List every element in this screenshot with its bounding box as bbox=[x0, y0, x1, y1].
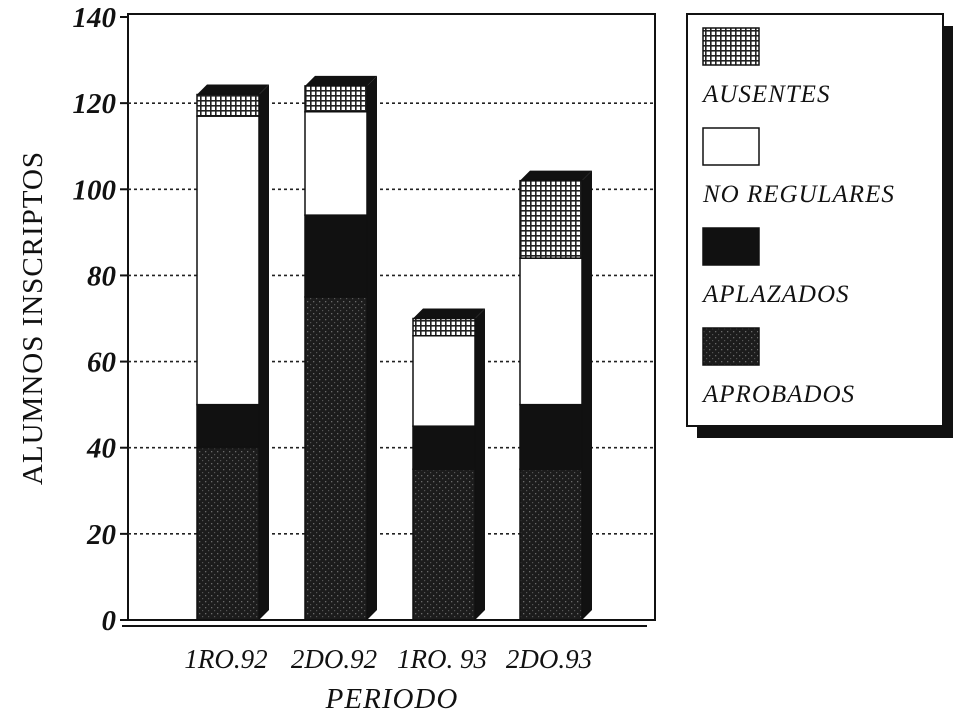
bar-segment-ausentes bbox=[197, 95, 259, 117]
y-tick-label: 80 bbox=[87, 260, 116, 292]
bar-top bbox=[305, 76, 377, 86]
x-tick-label: 1RO.92 bbox=[184, 644, 267, 674]
bar-segment-aplazados bbox=[197, 405, 259, 448]
bar-top bbox=[520, 171, 592, 181]
y-axis-title: ALUMNOS INSCRIPTOS bbox=[17, 151, 49, 485]
x-tick-label: 2DO.93 bbox=[506, 644, 592, 674]
legend-label: APROBADOS bbox=[701, 381, 855, 408]
bar-segment-aplazados bbox=[520, 405, 582, 470]
legend-swatch bbox=[703, 28, 759, 65]
bar-side bbox=[582, 171, 592, 620]
x-axis: 1RO.92 2DO.92 1RO. 93 2DO.93 bbox=[122, 620, 655, 674]
bar-segment-aplazados bbox=[305, 215, 367, 297]
bar-segment-no-regulares bbox=[305, 112, 367, 215]
bar-segment-ausentes bbox=[305, 86, 367, 112]
bar-segment-no-regulares bbox=[197, 116, 259, 405]
bar-segment-aplazados bbox=[413, 426, 475, 469]
bar-side bbox=[367, 76, 377, 620]
bar-segment-no-regulares bbox=[413, 336, 475, 426]
bar-top bbox=[413, 309, 485, 319]
y-tick-label: 0 bbox=[102, 605, 117, 637]
legend-label: NO REGULARES bbox=[702, 181, 895, 208]
bar-segment-aprobados bbox=[520, 469, 582, 620]
y-tick-label: 140 bbox=[73, 2, 117, 34]
bar-side bbox=[259, 85, 269, 620]
x-axis-title: PERIODO bbox=[325, 683, 459, 715]
y-tick-label: 20 bbox=[86, 519, 116, 551]
bar-side bbox=[475, 309, 485, 621]
bar-segment-aprobados bbox=[305, 297, 367, 620]
bar-segment-ausentes bbox=[520, 181, 582, 259]
bar-segment-no-regulares bbox=[520, 258, 582, 404]
y-axis: 0 20 40 60 80 100 120 140 bbox=[73, 2, 129, 637]
y-tick-label: 60 bbox=[87, 347, 116, 379]
bar-segment-aprobados bbox=[413, 469, 475, 620]
legend-swatch bbox=[703, 328, 759, 365]
bar-segment-ausentes bbox=[413, 319, 475, 336]
x-tick-label: 1RO. 93 bbox=[397, 644, 487, 674]
bar-top bbox=[197, 85, 269, 95]
legend-label: APLAZADOS bbox=[701, 281, 850, 308]
bar-segment-aprobados bbox=[197, 448, 259, 620]
x-tick-label: 2DO.92 bbox=[291, 644, 377, 674]
y-tick-label: 100 bbox=[73, 174, 117, 206]
y-tick-label: 40 bbox=[86, 433, 116, 465]
legend-label: AUSENTES bbox=[701, 81, 830, 108]
y-tick-label: 120 bbox=[73, 88, 117, 120]
legend: AUSENTES NO REGULARES APLAZADOS APROBADOS bbox=[687, 14, 953, 438]
legend-swatch bbox=[703, 128, 759, 165]
legend-swatch bbox=[703, 228, 759, 265]
